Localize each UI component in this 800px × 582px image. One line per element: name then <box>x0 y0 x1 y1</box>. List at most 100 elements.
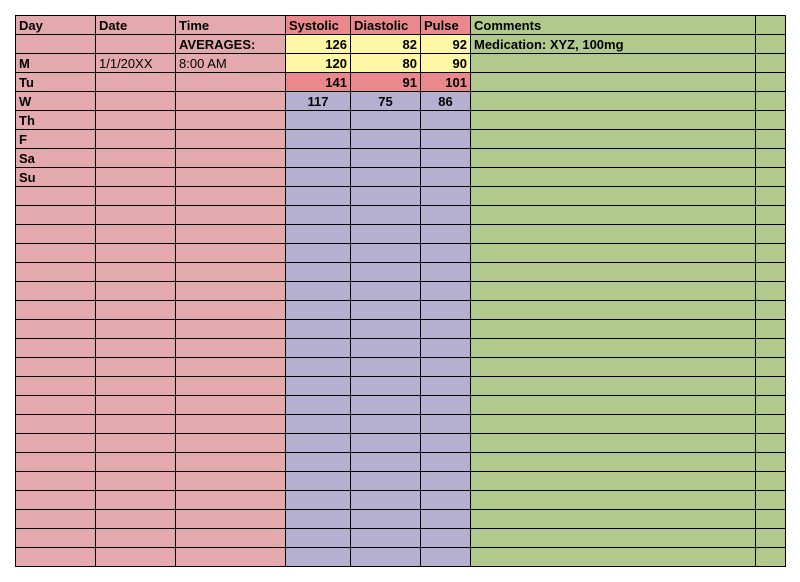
cell-day[interactable] <box>16 529 96 548</box>
cell-date[interactable] <box>96 187 176 206</box>
cell-diastolic[interactable] <box>351 472 421 491</box>
cell-time[interactable] <box>176 491 286 510</box>
cell-comment[interactable] <box>471 263 756 282</box>
cell-extra[interactable] <box>756 320 786 339</box>
cell-comment[interactable] <box>471 529 756 548</box>
cell-day[interactable] <box>16 510 96 529</box>
cell-systolic[interactable] <box>286 548 351 567</box>
cell-date[interactable] <box>96 92 176 111</box>
cell-pulse[interactable]: 90 <box>421 54 471 73</box>
cell-date[interactable] <box>96 491 176 510</box>
cell-diastolic[interactable] <box>351 529 421 548</box>
avg-pulse[interactable]: 92 <box>421 35 471 54</box>
cell-diastolic[interactable] <box>351 225 421 244</box>
cell-day[interactable] <box>16 187 96 206</box>
cell-date[interactable] <box>96 320 176 339</box>
cell-systolic[interactable] <box>286 434 351 453</box>
cell-pulse[interactable] <box>421 548 471 567</box>
cell-extra[interactable] <box>756 548 786 567</box>
cell-date[interactable] <box>96 548 176 567</box>
cell-day[interactable]: Sa <box>16 149 96 168</box>
avg-extra[interactable] <box>756 35 786 54</box>
cell-comment[interactable] <box>471 168 756 187</box>
cell-pulse[interactable] <box>421 491 471 510</box>
cell-day[interactable] <box>16 472 96 491</box>
cell-diastolic[interactable] <box>351 415 421 434</box>
cell-time[interactable] <box>176 244 286 263</box>
cell-comment[interactable] <box>471 225 756 244</box>
cell-extra[interactable] <box>756 130 786 149</box>
cell-day[interactable]: Th <box>16 111 96 130</box>
cell-time[interactable] <box>176 301 286 320</box>
cell-day[interactable]: W <box>16 92 96 111</box>
cell-time[interactable] <box>176 225 286 244</box>
cell-extra[interactable] <box>756 396 786 415</box>
cell-pulse[interactable] <box>421 358 471 377</box>
cell-systolic[interactable] <box>286 472 351 491</box>
cell-pulse[interactable] <box>421 168 471 187</box>
cell-date[interactable] <box>96 434 176 453</box>
cell-diastolic[interactable]: 91 <box>351 73 421 92</box>
cell-time[interactable] <box>176 187 286 206</box>
cell-comment[interactable] <box>471 92 756 111</box>
cell-diastolic[interactable] <box>351 187 421 206</box>
cell-pulse[interactable] <box>421 472 471 491</box>
cell-diastolic[interactable] <box>351 548 421 567</box>
cell-diastolic[interactable] <box>351 320 421 339</box>
cell-day[interactable]: M <box>16 54 96 73</box>
cell-comment[interactable] <box>471 73 756 92</box>
cell-time[interactable] <box>176 206 286 225</box>
cell-comment[interactable] <box>471 187 756 206</box>
cell-diastolic[interactable] <box>351 130 421 149</box>
cell-diastolic[interactable] <box>351 358 421 377</box>
cell-comment[interactable] <box>471 548 756 567</box>
cell-time[interactable] <box>176 434 286 453</box>
cell-extra[interactable] <box>756 301 786 320</box>
cell-comment[interactable] <box>471 282 756 301</box>
cell-comment[interactable] <box>471 320 756 339</box>
cell-diastolic[interactable] <box>351 244 421 263</box>
cell-diastolic[interactable] <box>351 111 421 130</box>
cell-systolic[interactable]: 120 <box>286 54 351 73</box>
avg-date[interactable] <box>96 35 176 54</box>
cell-time[interactable] <box>176 130 286 149</box>
cell-systolic[interactable] <box>286 491 351 510</box>
cell-comment[interactable] <box>471 149 756 168</box>
cell-systolic[interactable] <box>286 301 351 320</box>
cell-diastolic[interactable] <box>351 377 421 396</box>
cell-diastolic[interactable] <box>351 396 421 415</box>
cell-date[interactable] <box>96 206 176 225</box>
cell-extra[interactable] <box>756 244 786 263</box>
cell-systolic[interactable] <box>286 206 351 225</box>
cell-day[interactable] <box>16 263 96 282</box>
cell-diastolic[interactable] <box>351 301 421 320</box>
header-pulse[interactable]: Pulse <box>421 16 471 35</box>
cell-pulse[interactable] <box>421 529 471 548</box>
avg-day[interactable] <box>16 35 96 54</box>
cell-diastolic[interactable]: 80 <box>351 54 421 73</box>
cell-extra[interactable] <box>756 491 786 510</box>
cell-systolic[interactable] <box>286 415 351 434</box>
cell-date[interactable] <box>96 529 176 548</box>
cell-comment[interactable] <box>471 358 756 377</box>
cell-extra[interactable] <box>756 415 786 434</box>
cell-systolic[interactable] <box>286 187 351 206</box>
cell-date[interactable] <box>96 73 176 92</box>
cell-systolic[interactable] <box>286 149 351 168</box>
header-day[interactable]: Day <box>16 16 96 35</box>
cell-date[interactable] <box>96 168 176 187</box>
cell-pulse[interactable] <box>421 396 471 415</box>
cell-diastolic[interactable] <box>351 491 421 510</box>
cell-systolic[interactable]: 141 <box>286 73 351 92</box>
cell-pulse[interactable] <box>421 130 471 149</box>
header-systolic[interactable]: Systolic <box>286 16 351 35</box>
cell-day[interactable] <box>16 415 96 434</box>
cell-pulse[interactable] <box>421 225 471 244</box>
cell-systolic[interactable] <box>286 358 351 377</box>
cell-systolic[interactable] <box>286 320 351 339</box>
cell-date[interactable] <box>96 358 176 377</box>
cell-date[interactable] <box>96 301 176 320</box>
cell-date[interactable] <box>96 339 176 358</box>
header-extra[interactable] <box>756 16 786 35</box>
cell-systolic[interactable] <box>286 510 351 529</box>
